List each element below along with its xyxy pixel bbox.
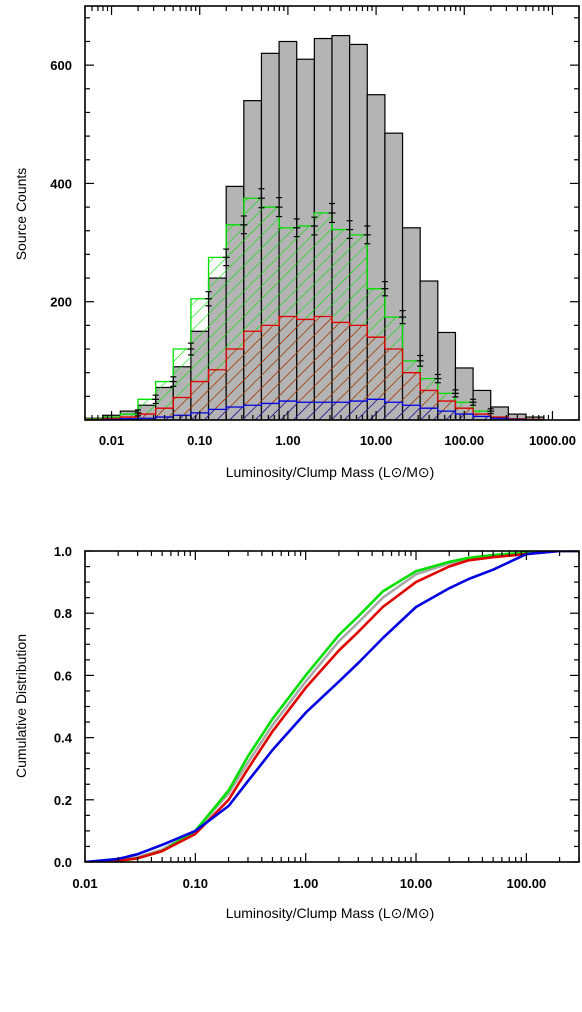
histogram-bar-subset-hatch bbox=[243, 405, 262, 420]
histogram-bar-subset-hatch bbox=[243, 331, 262, 420]
x-tick-label: 100.00 bbox=[444, 433, 484, 448]
x-tick-label: 1.00 bbox=[293, 876, 318, 891]
histogram-bar-subset-hatch bbox=[402, 405, 421, 420]
cumulative-y-axis-label: Cumulative Distribution bbox=[13, 634, 29, 778]
histogram-bar-subset-hatch bbox=[226, 406, 244, 420]
histogram-bar-subset-hatch bbox=[314, 316, 332, 420]
x-tick-label: 0.10 bbox=[187, 433, 212, 448]
cumulative-series-line bbox=[85, 551, 579, 862]
x-tick-label: 0.01 bbox=[72, 876, 97, 891]
histogram-axes: 0.01 0.10 1.00 10.00 100.00 1000.00 200 400 600 bbox=[50, 6, 580, 448]
histogram-bar-subset-hatch bbox=[226, 349, 244, 420]
x-tick-label: 10.00 bbox=[360, 433, 393, 448]
histogram-bar-subset-hatch bbox=[490, 418, 509, 420]
histogram-bar-subset-hatch bbox=[420, 408, 438, 420]
histogram-frame bbox=[84, 5, 580, 421]
cumulative-series-line bbox=[85, 551, 579, 862]
x-tick-label: 10.00 bbox=[400, 876, 433, 891]
y-tick-label: 1.0 bbox=[54, 544, 72, 559]
histogram-series-outline bbox=[85, 398, 544, 420]
histogram-bar-subset-hatch bbox=[296, 319, 315, 420]
histogram-plot-area bbox=[85, 34, 545, 420]
cumulative-panel: 0.01 0.10 1.00 10.00 100.00 0.0 0.2 0.4 0.6 0.8 1.… bbox=[13, 544, 580, 921]
y-tick-label: 400 bbox=[50, 176, 72, 191]
y-tick-label: 0.8 bbox=[54, 606, 72, 621]
histogram-bar-subset-hatch bbox=[173, 415, 191, 420]
histogram-bar-subset-hatch bbox=[332, 322, 350, 420]
histogram-x-axis-label: Luminosity/Clump Mass (L⊙/M⊙) bbox=[226, 464, 435, 480]
x-tick-label: 0.01 bbox=[99, 433, 124, 448]
cumulative-series-line bbox=[85, 551, 579, 862]
histogram-bar-subset-hatch bbox=[155, 408, 174, 420]
error-bars bbox=[134, 188, 495, 417]
y-tick-label: 200 bbox=[50, 295, 72, 310]
x-tick-label: 1000.00 bbox=[529, 433, 576, 448]
histogram-bar-subset-hatch bbox=[349, 325, 368, 420]
histogram-bar-subset-hatch bbox=[473, 416, 491, 420]
cumulative-x-axis-label: Luminosity/Clump Mass (L⊙/M⊙) bbox=[226, 905, 435, 921]
x-tick-label: 1.00 bbox=[275, 433, 300, 448]
histogram-bar-subset-hatch bbox=[279, 316, 297, 420]
histogram-panel: 0.01 0.10 1.00 10.00 100.00 1000.00200400600 … bbox=[13, 5, 580, 480]
y-tick-label: 0.2 bbox=[54, 793, 72, 808]
histogram-bar-subset-hatch bbox=[261, 325, 280, 420]
cumulative-series-line bbox=[85, 551, 579, 862]
histogram-bar-subset-hatch bbox=[208, 409, 227, 420]
histogram-bar-subset-hatch bbox=[137, 414, 156, 420]
histogram-bar-subset-hatch bbox=[296, 402, 315, 420]
histogram-bar-subset-hatch bbox=[437, 411, 456, 420]
y-tick-label: 0.0 bbox=[54, 855, 72, 870]
histogram-bar-subset-hatch bbox=[349, 401, 368, 420]
cumulative-axes: 0.01 0.10 1.00 10.00 100.00 0.0 0.2 0.4 0.6 0.8 1.… bbox=[54, 544, 580, 891]
histogram-bar-subset-hatch bbox=[137, 418, 156, 420]
histogram-bar-subset-hatch bbox=[384, 402, 403, 420]
x-tick-label: 0.10 bbox=[183, 876, 208, 891]
histogram-series-outline bbox=[85, 315, 545, 420]
cumulative-plot-area bbox=[85, 551, 579, 862]
histogram-bar-subset-hatch bbox=[332, 402, 350, 420]
cumulative-frame bbox=[84, 550, 580, 863]
histogram-bar-subset-hatch bbox=[367, 399, 385, 420]
histogram-bar-subset-hatch bbox=[173, 397, 191, 420]
y-tick-label: 0.4 bbox=[54, 731, 73, 746]
y-tick-label: 0.6 bbox=[54, 668, 72, 683]
histogram-bar-subset-hatch bbox=[208, 369, 227, 420]
x-tick-label: 100.00 bbox=[506, 876, 546, 891]
histogram-bar-subset-hatch bbox=[314, 402, 332, 420]
histogram-bar-subset-hatch bbox=[190, 381, 209, 420]
histogram-bar-subset-hatch bbox=[261, 403, 280, 420]
y-tick-label: 600 bbox=[50, 58, 72, 73]
histogram-y-axis-label: Source Counts bbox=[13, 168, 29, 261]
